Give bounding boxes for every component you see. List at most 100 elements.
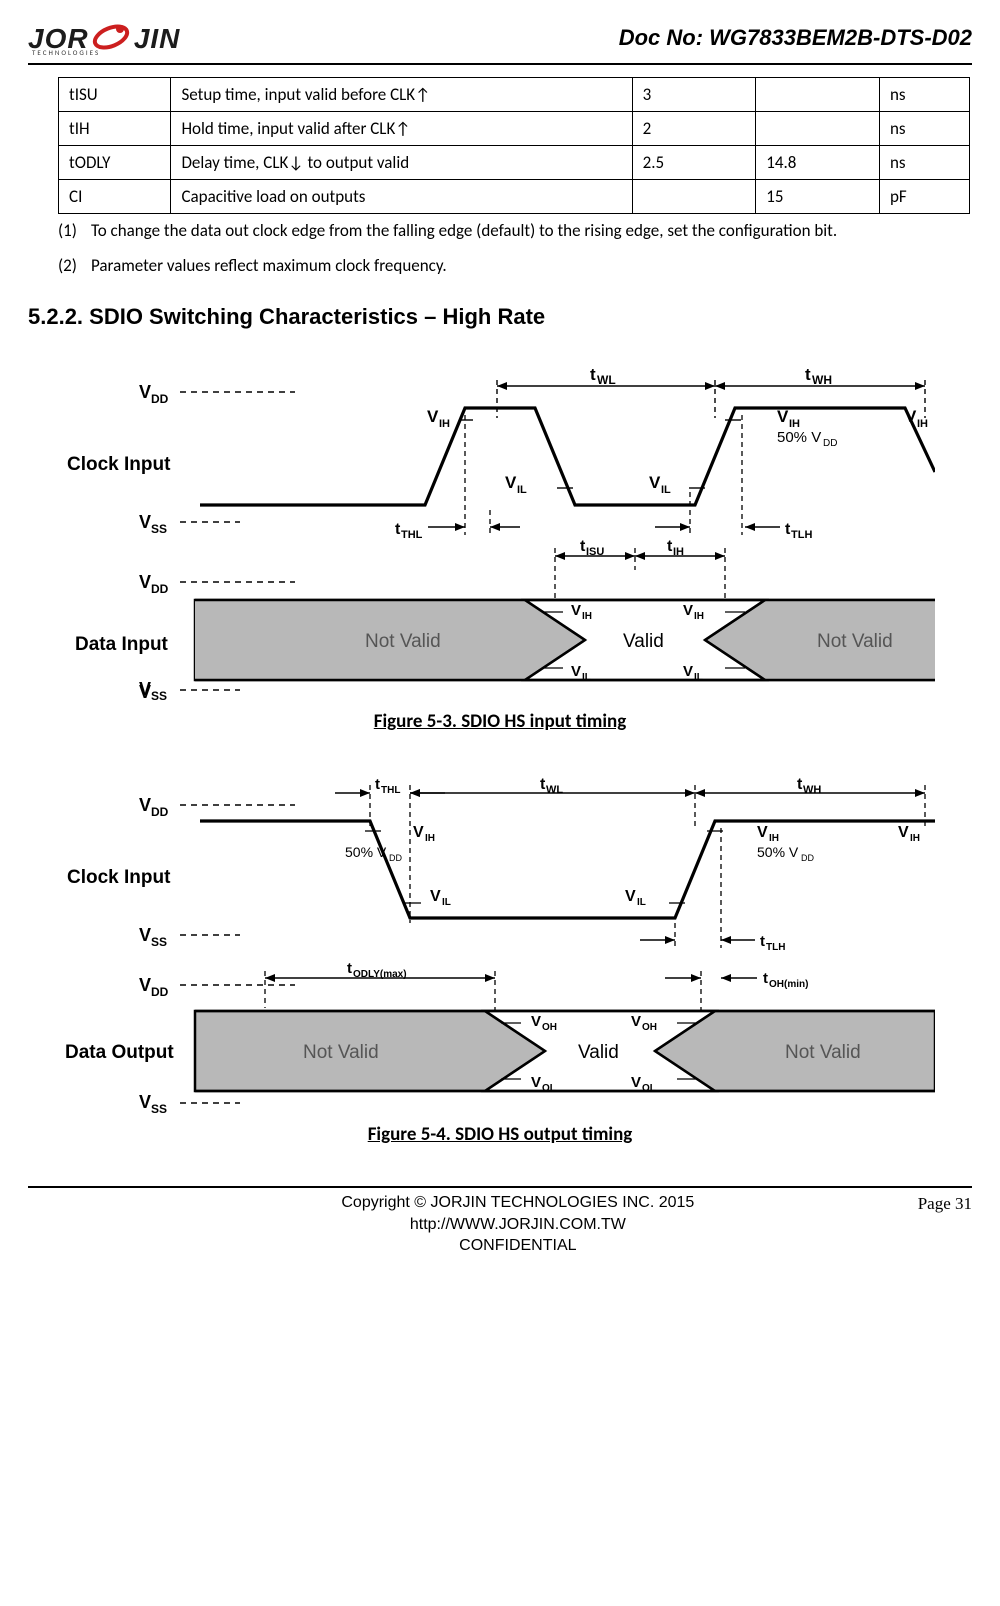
svg-text:DD: DD (151, 392, 169, 406)
svg-text:V: V (649, 473, 661, 492)
svg-text:IH: IH (425, 833, 435, 844)
svg-text:V: V (427, 407, 439, 426)
footer-confidential: CONFIDENTIAL (118, 1235, 918, 1257)
svg-text:Clock Input: Clock Input (67, 867, 171, 888)
logo: JOR JIN TECHNOLOGIES (28, 20, 180, 55)
page-number: Page 31 (918, 1192, 972, 1214)
svg-text:DD: DD (151, 985, 169, 999)
svg-text:50% V: 50% V (757, 844, 799, 860)
svg-text:V: V (571, 602, 581, 619)
svg-text:V: V (757, 824, 768, 841)
svg-text:TLH: TLH (791, 529, 812, 541)
table-cell: 2 (632, 112, 756, 146)
page-header: JOR JIN TECHNOLOGIES Doc No: WG7833BEM2B… (28, 20, 972, 65)
svg-text:OH: OH (642, 1022, 657, 1033)
table-cell (756, 112, 880, 146)
svg-text:t: t (347, 960, 352, 977)
svg-text:V: V (139, 382, 151, 402)
svg-text:V: V (898, 824, 909, 841)
svg-text:WL: WL (597, 373, 616, 387)
table-cell: CI (59, 180, 171, 214)
svg-text:V: V (531, 1074, 541, 1091)
table-row: CICapacitive load on outputs15pF (59, 180, 970, 214)
svg-text:V: V (139, 679, 151, 699)
svg-text:V: V (683, 663, 693, 680)
figure-5-3-caption: Figure 5-3. SDIO HS input timing (28, 710, 972, 733)
table-cell: Hold time, input valid after CLK↑ (171, 112, 632, 146)
figure-5-4: VDD VSS Clock Input tTHL tWL tWH VIH (28, 773, 972, 1146)
svg-text:IL: IL (517, 484, 527, 496)
table-notes: (1)To change the data out clock edge fro… (58, 220, 972, 276)
svg-text:50% V: 50% V (345, 844, 387, 860)
svg-text:SS: SS (151, 935, 167, 949)
svg-text:Data Input: Data Input (75, 634, 169, 655)
svg-text:WH: WH (812, 373, 832, 387)
svg-text:IH: IH (910, 833, 920, 844)
svg-text:DD: DD (389, 853, 402, 863)
svg-text:DD: DD (801, 853, 814, 863)
note-item: (1)To change the data out clock edge fro… (58, 220, 972, 241)
svg-text:V: V (683, 602, 693, 619)
parameter-table: tISUSetup time, input valid before CLK↑3… (58, 77, 970, 214)
svg-text:Not Valid: Not Valid (365, 631, 441, 652)
svg-text:V: V (631, 1013, 641, 1030)
svg-text:OH: OH (542, 1022, 557, 1033)
svg-text:DD: DD (823, 438, 837, 449)
svg-text:SS: SS (151, 689, 167, 700)
svg-text:IH: IH (769, 833, 779, 844)
table-cell: 14.8 (756, 146, 880, 180)
logo-subtext: TECHNOLOGIES (32, 48, 100, 57)
note-item: (2)Parameter values reflect maximum cloc… (58, 255, 972, 276)
table-cell: 15 (756, 180, 880, 214)
svg-text:V: V (531, 1013, 541, 1030)
svg-text:Clock Input: Clock Input (67, 454, 171, 475)
svg-text:IL: IL (661, 484, 671, 496)
logo-text-right: JIN (134, 23, 181, 54)
svg-text:SS: SS (151, 1102, 167, 1113)
svg-text:SS: SS (151, 522, 167, 536)
svg-text:V: V (631, 1074, 641, 1091)
svg-text:IH: IH (917, 418, 928, 430)
doc-number: Doc No: WG7833BEM2B-DTS-D02 (619, 25, 972, 51)
svg-text:V: V (505, 473, 517, 492)
svg-text:V: V (139, 795, 151, 815)
svg-text:ISU: ISU (586, 546, 604, 558)
table-cell: ns (879, 112, 969, 146)
svg-text:Data Output: Data Output (65, 1042, 174, 1063)
svg-text:V: V (777, 407, 789, 426)
table-row: tODLYDelay time, CLK↓ to output valid2.5… (59, 146, 970, 180)
svg-text:V: V (139, 512, 151, 532)
svg-text:IH: IH (582, 611, 592, 622)
svg-text:IH: IH (673, 546, 684, 558)
svg-text:V: V (413, 824, 424, 841)
svg-text:V: V (139, 1092, 151, 1112)
footer-copyright: Copyright © JORJIN TECHNOLOGIES INC. 201… (118, 1192, 918, 1214)
table-cell: Capacitive load on outputs (171, 180, 632, 214)
table-row: tIHHold time, input valid after CLK↑2ns (59, 112, 970, 146)
table-cell: Delay time, CLK↓ to output valid (171, 146, 632, 180)
section-heading: 5.2.2. SDIO Switching Characteristics – … (28, 304, 972, 330)
svg-text:OL: OL (542, 1083, 556, 1094)
table-cell: tODLY (59, 146, 171, 180)
svg-text:50% V: 50% V (777, 429, 821, 446)
svg-text:t: t (590, 365, 596, 384)
svg-text:THL: THL (381, 785, 400, 796)
svg-text:DD: DD (151, 805, 169, 819)
svg-text:t: t (375, 776, 380, 793)
figure-5-4-caption: Figure 5-4. SDIO HS output timing (28, 1123, 972, 1146)
table-cell: ns (879, 78, 969, 112)
svg-text:OH(min): OH(min) (769, 979, 808, 990)
svg-text:IL: IL (582, 672, 591, 683)
svg-text:IL: IL (637, 897, 646, 908)
svg-text:V: V (571, 663, 581, 680)
sdio-hs-output-timing-diagram: VDD VSS Clock Input tTHL tWL tWH VIH (65, 773, 935, 1113)
svg-text:ODLY(max): ODLY(max) (353, 969, 407, 980)
table-cell: Setup time, input valid before CLK↑ (171, 78, 632, 112)
svg-text:THL: THL (401, 529, 423, 541)
table-cell (632, 180, 756, 214)
svg-text:V: V (625, 888, 636, 905)
svg-text:V: V (139, 572, 151, 592)
svg-text:Not Valid: Not Valid (817, 631, 893, 652)
svg-text:t: t (760, 933, 765, 950)
svg-text:IH: IH (439, 418, 450, 430)
